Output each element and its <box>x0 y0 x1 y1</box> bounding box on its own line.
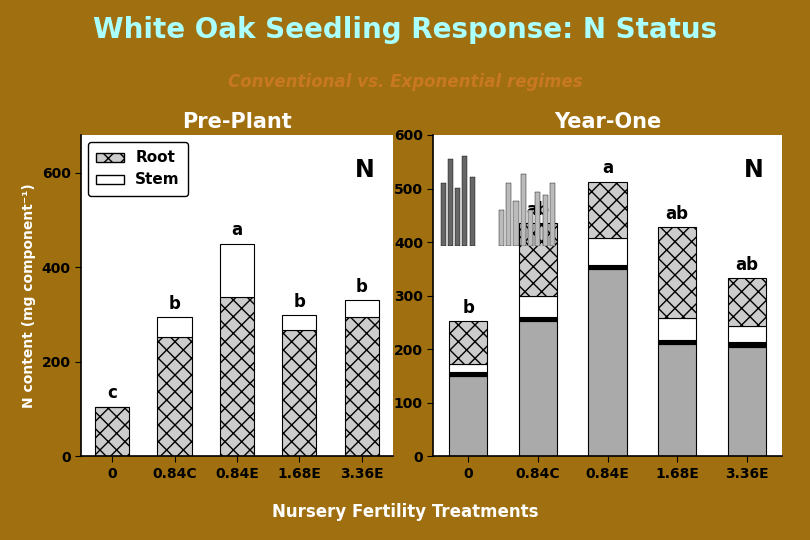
Bar <box>658 318 697 340</box>
Bar <box>282 315 317 329</box>
Legend: Root, Stem: Root, Stem <box>88 142 188 195</box>
Bar <box>449 321 488 363</box>
Bar <box>518 224 557 295</box>
Bar <box>543 195 548 246</box>
Bar <box>463 156 467 246</box>
Bar <box>344 317 379 456</box>
Bar <box>220 244 254 296</box>
Bar <box>658 340 697 344</box>
Text: b: b <box>356 278 368 295</box>
Bar <box>588 181 627 238</box>
Text: Nursery Fertility Treatments: Nursery Fertility Treatments <box>271 503 539 521</box>
Text: a: a <box>232 221 242 239</box>
Text: b: b <box>463 299 474 316</box>
Bar <box>344 300 379 317</box>
Bar <box>506 183 511 246</box>
Bar <box>220 296 254 456</box>
Bar <box>588 269 627 456</box>
Text: ab: ab <box>526 201 549 219</box>
Bar <box>588 265 627 269</box>
Bar <box>518 317 557 321</box>
Bar <box>535 192 540 246</box>
Bar <box>157 337 192 456</box>
Bar <box>521 174 526 246</box>
Text: ab: ab <box>735 256 758 274</box>
Bar <box>449 372 488 376</box>
Bar <box>727 342 766 347</box>
Bar <box>455 188 460 246</box>
Text: White Oak Seedling Response: N Status: White Oak Seedling Response: N Status <box>93 16 717 44</box>
Bar <box>588 238 627 265</box>
Bar <box>441 183 446 246</box>
Bar <box>550 183 555 246</box>
Bar <box>658 227 697 318</box>
Bar <box>499 210 504 246</box>
Text: Conventional vs. Exponential regimes: Conventional vs. Exponential regimes <box>228 73 582 91</box>
Text: ab: ab <box>666 205 688 223</box>
Bar <box>470 177 475 246</box>
Bar <box>282 329 317 456</box>
Text: N: N <box>355 158 375 183</box>
Bar <box>658 344 697 456</box>
Bar <box>727 278 766 326</box>
Bar <box>518 295 557 317</box>
Title: Year-One: Year-One <box>554 112 661 132</box>
Text: c: c <box>107 384 117 402</box>
Text: b: b <box>168 295 181 313</box>
Bar <box>157 318 192 337</box>
Y-axis label: N content (mg component⁻¹): N content (mg component⁻¹) <box>22 183 36 408</box>
Text: a: a <box>602 159 613 177</box>
Text: N: N <box>744 158 764 183</box>
Bar <box>518 321 557 456</box>
Bar <box>449 376 488 456</box>
Title: Pre-Plant: Pre-Plant <box>182 112 292 132</box>
Bar <box>449 363 488 372</box>
Bar <box>95 407 130 456</box>
Bar <box>448 159 453 246</box>
Bar <box>727 326 766 342</box>
Bar <box>528 210 533 246</box>
Bar <box>727 347 766 456</box>
Text: b: b <box>293 293 305 310</box>
Bar <box>514 201 518 246</box>
